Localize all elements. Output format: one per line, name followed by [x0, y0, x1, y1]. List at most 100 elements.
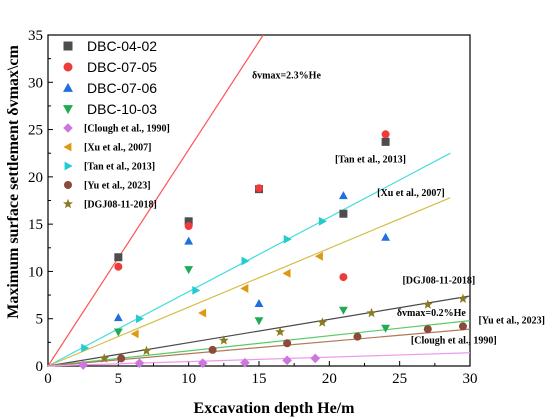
annotation-label: [Tan et al., 2013]: [335, 155, 406, 166]
data-point: [422, 299, 433, 309]
data-point: [255, 184, 263, 193]
legend-label: [Yu et al., 2023]: [84, 181, 151, 192]
data-point: [314, 251, 323, 261]
data-point: [381, 137, 390, 146]
data-point: [192, 285, 201, 295]
data-point: [184, 222, 193, 231]
legend-marker: [63, 82, 73, 92]
annotation-label: [Yu et al., 2023]: [478, 315, 545, 326]
annotation-label: [Xu et al., 2007]: [377, 188, 445, 199]
y-tick-label: 15: [28, 217, 43, 233]
legend-label: [Xu et al., 2007]: [84, 143, 152, 154]
data-point: [78, 360, 88, 370]
legend: DBC-04-02 DBC-07-05 DBC-07-06 DBC-10-03 [Clo…: [63, 38, 170, 211]
data-point: [381, 232, 390, 241]
data-point: [117, 354, 126, 363]
trend-line: [47, 197, 451, 367]
legend-label: [Clough et al., 1990]: [84, 124, 170, 135]
x-tick-label: 20: [322, 371, 337, 387]
legend-label: DBC-07-06: [87, 80, 157, 96]
x-tick-label: 10: [181, 371, 196, 387]
data-points: [78, 130, 468, 370]
data-point: [254, 298, 264, 307]
data-point: [240, 357, 250, 368]
legend-marker: [64, 181, 72, 189]
data-point: [339, 209, 348, 218]
data-point: [366, 307, 377, 318]
data-point: [339, 306, 348, 315]
legend-label: [Tan et al., 2013]: [84, 162, 155, 173]
x-axis-title: Excavation depth He/m: [194, 400, 356, 417]
data-point: [114, 262, 123, 271]
trend-line: [47, 34, 264, 367]
data-point: [114, 253, 123, 262]
trend-line: [47, 295, 471, 367]
data-point: [134, 358, 145, 368]
data-point: [197, 358, 208, 368]
data-point: [381, 324, 390, 333]
legend-item: [Tan et al., 2013]: [64, 161, 155, 173]
data-point: [130, 329, 139, 339]
x-tick-label: 30: [463, 371, 478, 387]
legend-item: [Yu et al., 2023]: [64, 181, 151, 192]
data-point: [241, 256, 250, 266]
data-point: [458, 322, 467, 331]
legend-marker: [63, 105, 73, 115]
data-point: [198, 308, 207, 318]
legend-marker: [64, 161, 73, 171]
data-point: [423, 325, 432, 334]
y-tick-label: 30: [28, 75, 43, 91]
x-tick-label: 25: [392, 371, 407, 387]
y-tick-label: 35: [28, 28, 43, 44]
legend-item: [DGJ08-11-2018]: [63, 198, 157, 211]
x-tick-label: 0: [44, 371, 52, 387]
data-point: [458, 293, 468, 304]
data-point: [381, 130, 390, 139]
data-point: [282, 355, 292, 366]
legend-label: DBC-10-03: [87, 101, 157, 117]
legend-label: DBC-04-02: [87, 38, 157, 54]
trend-line: [47, 352, 471, 367]
data-point: [353, 332, 362, 341]
x-tick-label: 15: [252, 371, 267, 387]
legend-marker: [63, 142, 72, 152]
y-tick-label: 5: [36, 312, 44, 328]
y-tick-label: 0: [36, 359, 44, 375]
data-point: [81, 343, 90, 353]
y-tick-label: 25: [28, 123, 43, 139]
legend-marker: [63, 198, 73, 209]
legend-marker: [63, 62, 73, 72]
data-point: [282, 268, 291, 278]
legend-item: [Clough et al., 1990]: [63, 123, 170, 135]
data-point: [240, 284, 249, 293]
annotation-label: δvmax=2.3%He: [252, 71, 321, 82]
legend-item: DBC-07-05: [63, 59, 157, 75]
y-axis-title: Maximum surface settlement δvmax\cm: [5, 45, 22, 319]
legend-marker: [63, 41, 73, 51]
annotation-label: δvmax=0.2%He: [397, 308, 466, 319]
data-point: [318, 216, 327, 226]
data-point: [283, 339, 292, 348]
data-point: [339, 191, 348, 200]
annotation-label: [DGJ08-11-2018]: [402, 276, 475, 287]
tick-labels: 0 5 10 15 20 25 30 0 5 10 15 20 25 30 35: [28, 28, 478, 387]
annotations: δvmax=2.3%He [Tan et al., 2013] [Xu et al.…: [252, 71, 545, 347]
annotation-label: [Clough et al., 1990]: [411, 335, 497, 346]
data-point: [184, 236, 194, 245]
data-point: [283, 234, 292, 244]
data-point: [208, 345, 217, 354]
legend-item: DBC-04-02: [63, 38, 157, 54]
data-point: [136, 314, 145, 324]
data-point: [275, 326, 286, 337]
data-point: [141, 345, 152, 356]
data-point: [113, 313, 123, 322]
data-point: [310, 353, 321, 364]
legend-item: DBC-10-03: [63, 101, 157, 117]
data-point: [99, 353, 110, 363]
legend-label: DBC-07-05: [87, 59, 157, 75]
data-point: [184, 266, 194, 275]
data-point: [339, 273, 348, 282]
legend-item: [Xu et al., 2007]: [63, 142, 152, 154]
data-point: [254, 317, 264, 326]
